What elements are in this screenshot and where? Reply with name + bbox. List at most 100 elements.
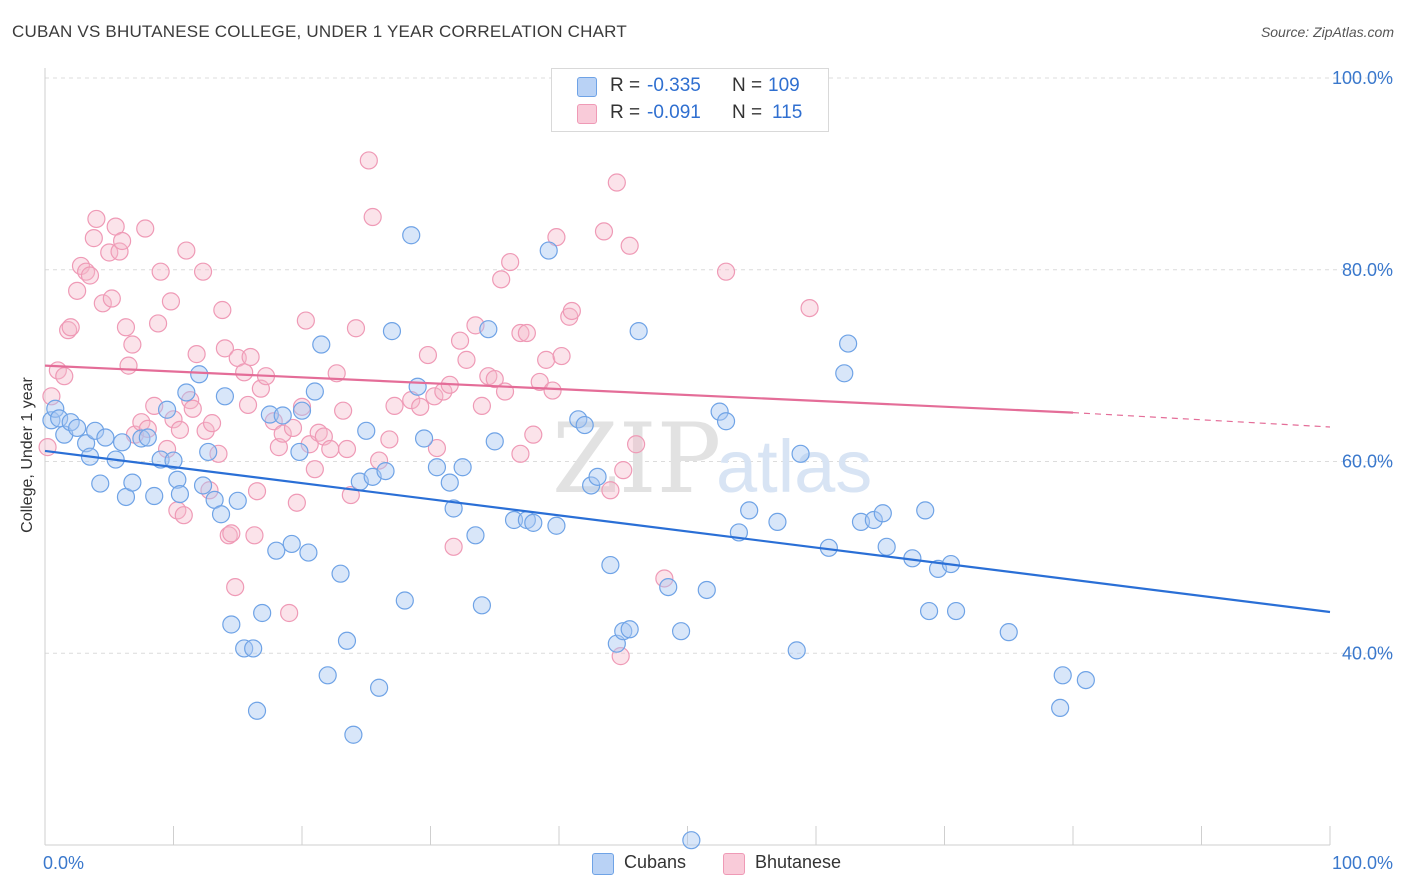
cubans-point	[479, 320, 498, 339]
bhutanese-point	[59, 321, 78, 340]
cubans-point	[228, 491, 247, 510]
cubans-point	[444, 499, 463, 518]
bhutanese-point	[614, 461, 633, 480]
bhutanese-trend-line	[44, 364, 1074, 414]
cubans-point	[164, 451, 183, 470]
bhutanese-point	[93, 294, 112, 313]
cubans-point	[839, 334, 858, 353]
bhutanese-point	[359, 151, 378, 170]
cubans-point	[395, 591, 414, 610]
cubans-point	[697, 580, 716, 600]
bhutanese-point	[110, 242, 129, 261]
bhutanese-point	[283, 418, 303, 438]
cubans-point	[157, 400, 177, 419]
cubans-point	[177, 383, 196, 402]
cubans-point	[414, 429, 434, 448]
bhutanese-point	[607, 173, 626, 192]
trend-lines	[44, 364, 1331, 614]
bhutanese-point	[174, 506, 193, 525]
bhutanese-point	[800, 299, 819, 318]
bhutanese-point	[55, 367, 74, 386]
cubans-point	[190, 365, 209, 384]
cubans-point	[873, 504, 892, 523]
bhutanese-point	[457, 350, 476, 369]
cubans-point	[132, 429, 151, 448]
legend-r-value: -0.091	[647, 102, 701, 123]
bhutanese-point	[213, 300, 232, 320]
bhutanese-point	[305, 460, 324, 479]
bhutanese-point	[183, 399, 202, 418]
bhutanese-point	[292, 397, 312, 416]
cubans-point	[337, 631, 357, 650]
cubans-point	[331, 564, 350, 583]
bhutanese-point	[337, 439, 357, 459]
legend-n-label: N =	[732, 102, 763, 123]
cubans-point	[273, 406, 292, 425]
bhutanese-point	[222, 524, 241, 543]
bhutanese-point	[273, 424, 292, 443]
cubans-point	[260, 405, 279, 424]
cubans-point	[740, 501, 759, 520]
cubans-point	[864, 510, 883, 530]
cubans-point	[629, 322, 648, 341]
bhutanese-point	[119, 356, 138, 375]
bhutanese-point	[215, 339, 234, 358]
legend-row-bhutanese: R = -0.091 N = 115	[552, 100, 828, 126]
cubans-point	[919, 601, 939, 621]
bhutanese-point	[537, 350, 556, 369]
cubans-point	[1076, 670, 1095, 690]
stats-legend: R = -0.335 N = 109 R = -0.091 N = 115	[551, 68, 829, 132]
x-tick-label: 0.0%	[43, 853, 84, 873]
bhutanese-point	[235, 363, 254, 382]
bhutanese-point	[511, 323, 530, 343]
bhutanese-point	[84, 229, 103, 248]
bhutanese-point	[164, 410, 183, 429]
cubans-point	[290, 442, 309, 462]
cubans-point	[86, 421, 105, 440]
cubans-point	[601, 555, 620, 575]
cubans-point	[504, 510, 524, 530]
cubans-point	[96, 428, 115, 447]
cubans-point	[199, 442, 218, 462]
bhutanese-points	[38, 151, 819, 666]
cubans-point	[710, 402, 729, 421]
cubans-point	[485, 432, 504, 451]
bhutanese-point	[620, 236, 639, 255]
cubans-point	[614, 622, 633, 641]
cubans-point	[244, 639, 263, 658]
cubans-point	[211, 505, 231, 524]
cubans-point	[539, 241, 558, 260]
bhutanese-trend-extension	[1072, 412, 1331, 428]
bhutanese-point	[226, 577, 245, 597]
bhutanese-point	[148, 314, 168, 333]
bhutanese-point	[655, 569, 674, 588]
bhutanese-point	[280, 603, 299, 623]
cubans-point	[472, 596, 491, 615]
bhutanese-point	[562, 301, 581, 321]
bhutanese-point	[193, 262, 213, 281]
legend-r-value: -0.335	[647, 75, 701, 96]
chart-title: CUBAN VS BHUTANESE COLLEGE, UNDER 1 YEAR…	[12, 22, 627, 41]
legend-n-value: 109	[768, 75, 800, 96]
cubans-point	[671, 622, 691, 641]
cubans-point	[168, 470, 187, 489]
watermark: ZIP atlas	[552, 403, 872, 515]
bhutanese-point	[425, 387, 444, 406]
cubans-point	[682, 831, 701, 850]
bhutanese-point	[552, 346, 571, 366]
y-tick-label: 60.0%	[1342, 452, 1393, 472]
cubans-point	[575, 415, 594, 435]
bhutanese-point	[136, 219, 155, 238]
cubans-point	[716, 412, 736, 431]
bhutanese-point	[530, 372, 549, 392]
bhutanese-point	[161, 292, 181, 311]
cubans-point	[247, 701, 267, 720]
bhutanese-point	[501, 252, 520, 272]
bhutanese-point	[287, 493, 306, 512]
cubans-point	[193, 476, 213, 495]
legend-r-label: R =	[610, 102, 641, 123]
cubans-point	[370, 678, 389, 697]
bhutanese-point	[296, 311, 315, 330]
cubans-point	[253, 603, 272, 623]
